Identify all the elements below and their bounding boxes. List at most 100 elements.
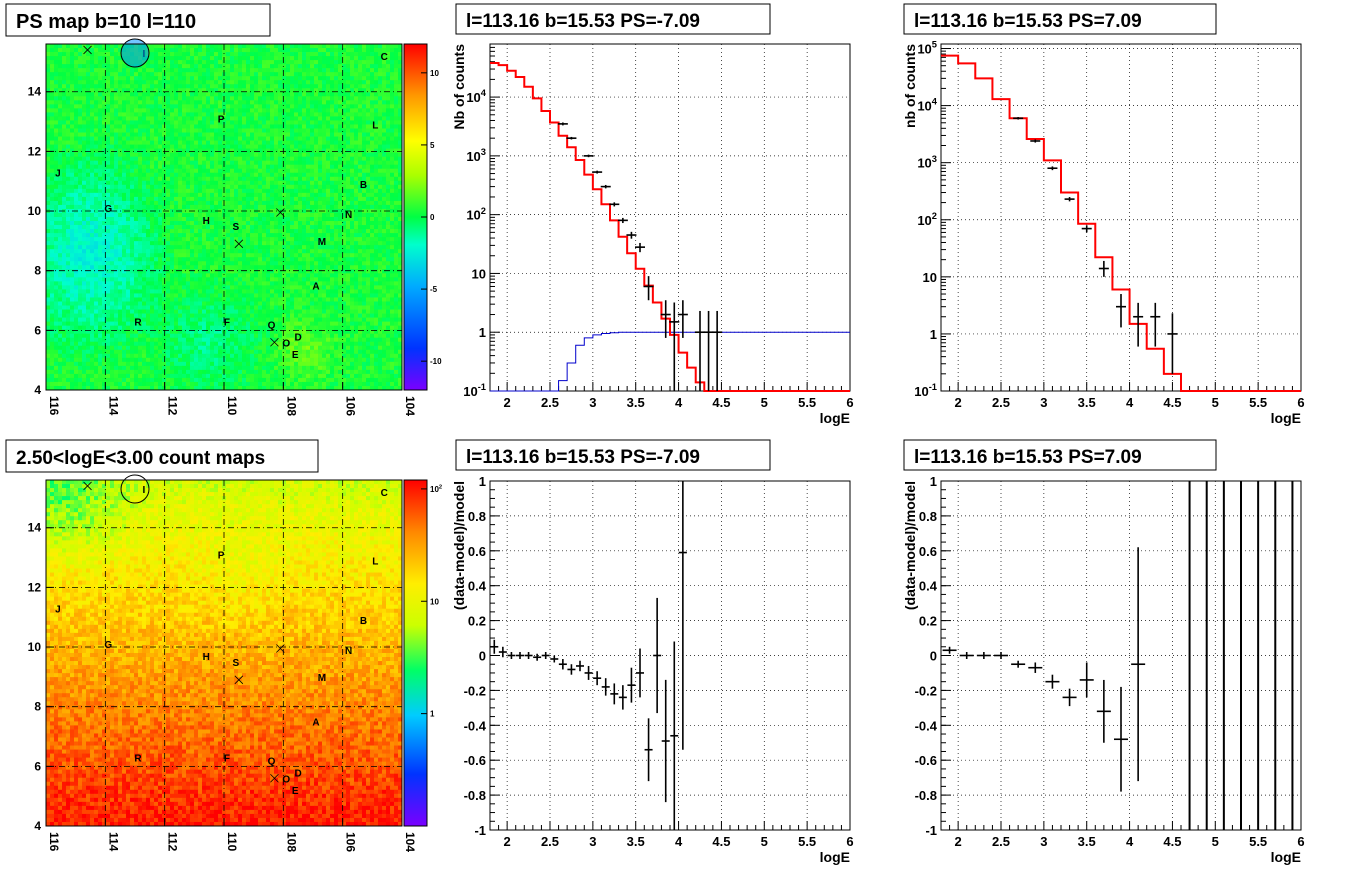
heatmap-cell [314, 172, 319, 178]
heatmap-cell [358, 124, 363, 129]
heatmap-cell [398, 136, 403, 141]
heatmap-cell [214, 172, 219, 178]
heatmap-cell [142, 180, 147, 186]
heatmap-cell [82, 96, 87, 101]
heatmap-cell [318, 116, 323, 121]
heatmap-cell [162, 68, 167, 73]
heatmap-cell [162, 188, 167, 194]
heatmap-cell [86, 225, 91, 230]
heatmap-cell [322, 261, 327, 266]
heatmap-cell [354, 208, 359, 214]
heatmap-cell [78, 237, 83, 242]
heatmap-cell [266, 249, 271, 254]
heatmap-cell [150, 241, 155, 246]
heatmap-cell [126, 84, 131, 89]
heatmap-cell [114, 261, 119, 266]
heatmap-cell [354, 241, 359, 246]
heatmap-cell [282, 80, 287, 85]
heatmap-cell [150, 212, 155, 218]
heatmap-cell [342, 217, 347, 222]
heatmap-cell [162, 144, 167, 149]
heatmap-cell [66, 200, 71, 206]
heatmap-cell [382, 257, 387, 262]
heatmap-cell [306, 140, 311, 145]
heatmap-cell [294, 265, 299, 270]
heatmap-cell [270, 241, 275, 246]
heatmap-cell [278, 140, 283, 145]
heatmap-cell [182, 200, 187, 206]
heatmap-cell [78, 221, 83, 226]
heatmap-cell [50, 237, 55, 242]
heatmap-cell [226, 136, 231, 141]
heatmap-cell [310, 233, 315, 238]
heatmap-cell [382, 136, 387, 141]
heatmap-cell [202, 104, 207, 109]
heatmap-cell [286, 180, 291, 186]
heatmap-cell [146, 104, 151, 109]
heatmap-cell [198, 52, 203, 57]
heatmap-cell [222, 52, 227, 57]
heatmap-cell [178, 200, 183, 206]
heatmap-cell [342, 249, 347, 254]
heatmap-cell [190, 96, 195, 101]
heatmap-cell [318, 152, 323, 158]
heatmap-cell [262, 84, 267, 89]
heatmap-cell [282, 192, 287, 198]
heatmap-cell [330, 257, 335, 262]
heatmap-cell [178, 96, 183, 101]
heatmap-cell [258, 92, 263, 97]
heatmap-cell [54, 68, 59, 73]
heatmap-cell [194, 120, 199, 125]
heatmap-cell [146, 76, 151, 81]
heatmap-cell [258, 200, 263, 206]
heatmap-cell [278, 100, 283, 105]
heatmap-cell [86, 120, 91, 125]
heatmap-cell [106, 136, 111, 141]
heatmap-cell [126, 196, 131, 202]
heatmap-cell [270, 84, 275, 89]
heatmap-cell [322, 136, 327, 141]
heatmap-cell [362, 184, 367, 190]
heatmap-cell [50, 221, 55, 226]
heatmap-cell [182, 156, 187, 162]
heatmap-cell [278, 233, 283, 238]
heatmap-cell [126, 192, 131, 198]
heatmap-cell [358, 261, 363, 266]
heatmap-cell [118, 116, 123, 121]
heatmap-cell [394, 208, 399, 214]
heatmap-cell [394, 144, 399, 149]
heatmap-cell [50, 249, 55, 254]
heatmap-cell [334, 212, 339, 218]
heatmap-cell [186, 124, 191, 129]
heatmap-cell [90, 60, 95, 65]
heatmap-cell [134, 164, 139, 170]
heatmap-cell [154, 204, 159, 210]
heatmap-cell [390, 156, 395, 162]
heatmap-cell [374, 265, 379, 270]
heatmap-cell [146, 132, 151, 137]
heatmap-cell [334, 249, 339, 254]
heatmap-cell [118, 120, 123, 125]
heatmap-cell [198, 253, 203, 258]
heatmap-cell [58, 257, 63, 262]
heatmap-cell [138, 132, 143, 137]
heatmap-cell [90, 108, 95, 113]
heatmap-cell [114, 253, 119, 258]
heatmap-cell [226, 148, 231, 154]
heatmap-cell [286, 140, 291, 145]
heatmap-cell [322, 100, 327, 105]
heatmap-cell [90, 100, 95, 105]
heatmap-cell [186, 92, 191, 97]
heatmap-cell [194, 104, 199, 109]
heatmap-cell [198, 116, 203, 121]
heatmap-cell [194, 136, 199, 141]
heatmap-cell [138, 233, 143, 238]
heatmap-cell [322, 200, 327, 206]
heatmap-cell [390, 241, 395, 246]
heatmap-cell [314, 237, 319, 242]
heatmap-cell [102, 196, 107, 202]
heatmap-cell [386, 116, 391, 121]
heatmap-cell [350, 128, 355, 133]
heatmap-cell [146, 257, 151, 262]
heatmap-cell [154, 265, 159, 270]
